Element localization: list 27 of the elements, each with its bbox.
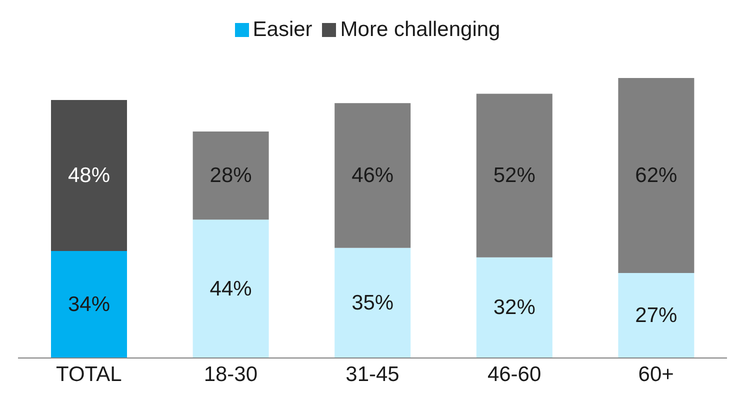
data-label: 34%	[68, 293, 110, 316]
legend-label: Easier	[252, 18, 312, 41]
x-tick-label: 46-60	[487, 362, 542, 386]
bar	[476, 257, 552, 358]
x-tick-label: 31-45	[346, 362, 400, 386]
data-label: 27%	[635, 304, 678, 328]
data-label: 44%	[210, 277, 252, 300]
bar	[51, 251, 127, 358]
bar	[192, 131, 269, 220]
data-label: 35%	[352, 291, 394, 314]
data-label: 46%	[352, 164, 394, 188]
x-tick-label: TOTAL	[56, 362, 122, 386]
bar	[476, 94, 552, 258]
data-label: 52%	[493, 164, 536, 188]
data-label: 48%	[68, 164, 110, 188]
bar	[192, 220, 269, 358]
x-tick-label: 60+	[638, 362, 674, 386]
data-label: 32%	[493, 296, 536, 320]
bar	[334, 103, 411, 248]
bar	[618, 273, 694, 358]
bar	[334, 248, 411, 358]
x-tick-label: 18-30	[204, 362, 258, 386]
bar	[51, 100, 127, 252]
bar	[618, 78, 694, 274]
legend-label: More challenging	[340, 18, 500, 41]
data-label: 28%	[210, 164, 252, 188]
data-label: 62%	[635, 164, 678, 188]
